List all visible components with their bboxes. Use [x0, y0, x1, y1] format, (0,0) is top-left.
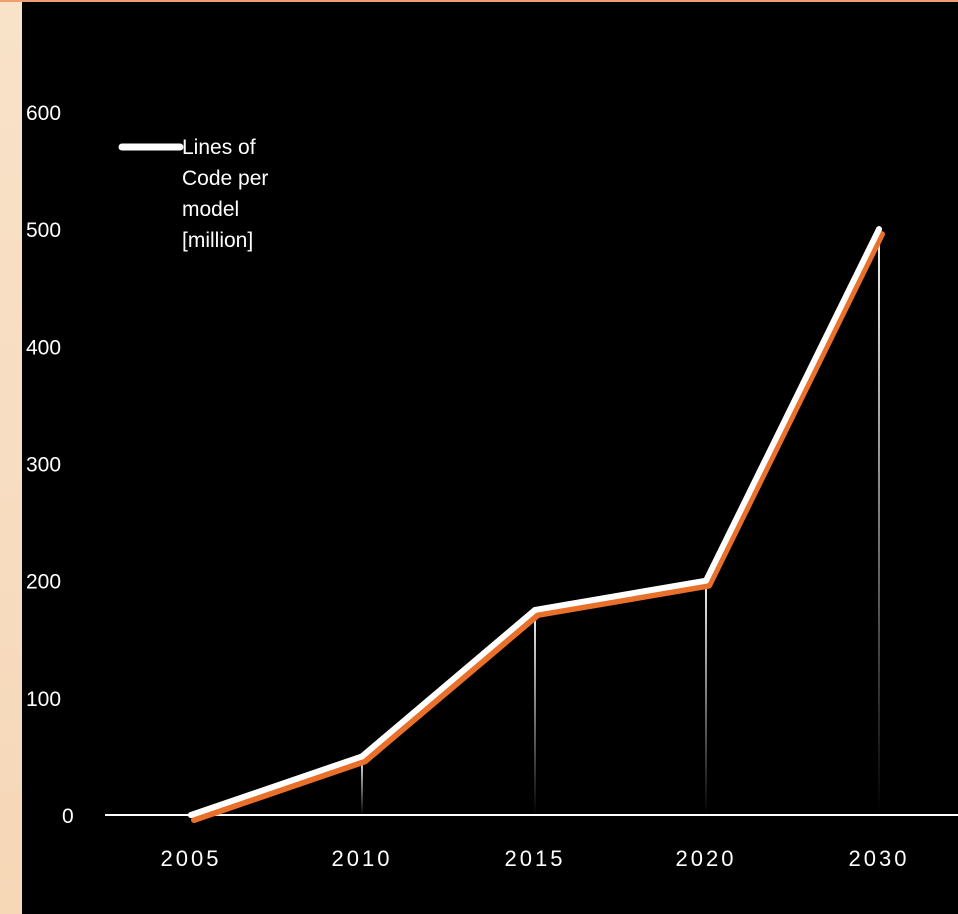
x-tick-label: 2010	[332, 846, 393, 871]
x-tick-label: 2005	[161, 846, 222, 871]
drop-lines-group	[361, 229, 880, 815]
y-tick-label: 600	[26, 102, 61, 125]
drop-line	[878, 229, 880, 815]
drop-line	[361, 756, 363, 815]
drop-line	[534, 609, 536, 815]
drop-line	[705, 580, 707, 815]
series-points	[188, 226, 882, 818]
legend: Lines of Code per model [million]	[118, 136, 268, 252]
data-point	[188, 812, 194, 818]
y-tick-label: 100	[26, 688, 61, 711]
series-line-shadow	[191, 231, 885, 823]
y-axis-tick-labels: 0 100 200 300 400 500 600	[26, 102, 74, 828]
legend-label-line-2: Code per	[182, 167, 268, 190]
data-point	[703, 577, 709, 584]
y-tick-label: 500	[26, 219, 61, 242]
x-tick-label: 2015	[505, 846, 566, 871]
y-tick-label: 200	[26, 571, 61, 594]
y-tick-label: 0	[62, 805, 74, 828]
x-axis-tick-labels: 2005 2010 2015 2020 2030	[161, 846, 910, 871]
data-point	[359, 753, 365, 760]
left-border-strip	[0, 0, 22, 914]
x-tick-label: 2020	[676, 846, 737, 871]
y-tick-label: 300	[26, 454, 61, 477]
x-tick-label: 2030	[849, 846, 910, 871]
legend-label-line-4: [million]	[182, 229, 253, 252]
data-point	[876, 226, 882, 233]
data-point	[532, 606, 538, 613]
legend-label-line-3: model	[182, 198, 239, 221]
legend-label-line-1: Lines of	[182, 136, 256, 159]
y-tick-label: 400	[26, 336, 61, 359]
top-border-strip	[0, 0, 958, 2]
